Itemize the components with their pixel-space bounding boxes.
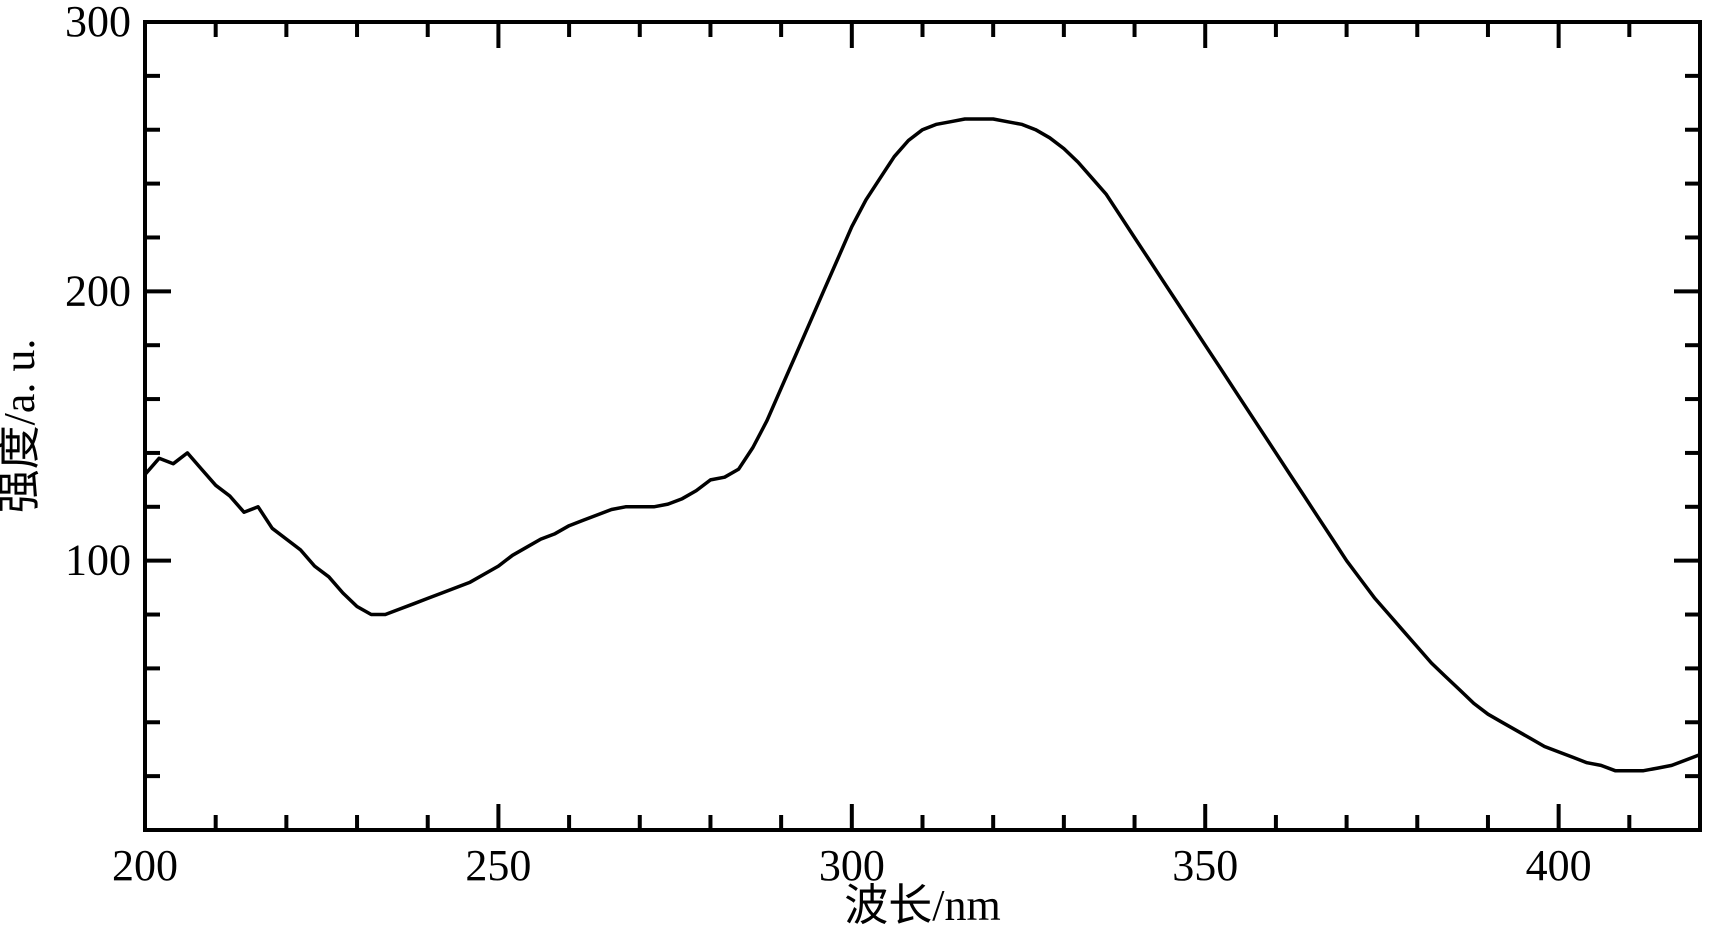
y-tick-label: 100: [65, 536, 131, 585]
x-tick-label: 350: [1172, 841, 1238, 890]
x-tick-label: 400: [1526, 841, 1592, 890]
x-tick-label: 200: [112, 841, 178, 890]
y-tick-label: 300: [65, 0, 131, 46]
chart-container: 200250300350400100200300波长/nm强度/a. u.: [0, 0, 1731, 932]
y-tick-label: 200: [65, 266, 131, 315]
y-axis-label: 强度/a. u.: [0, 339, 44, 514]
x-axis-label: 波长/nm: [844, 881, 1000, 930]
spectrum-chart: 200250300350400100200300波长/nm强度/a. u.: [0, 0, 1731, 932]
x-tick-label: 250: [465, 841, 531, 890]
